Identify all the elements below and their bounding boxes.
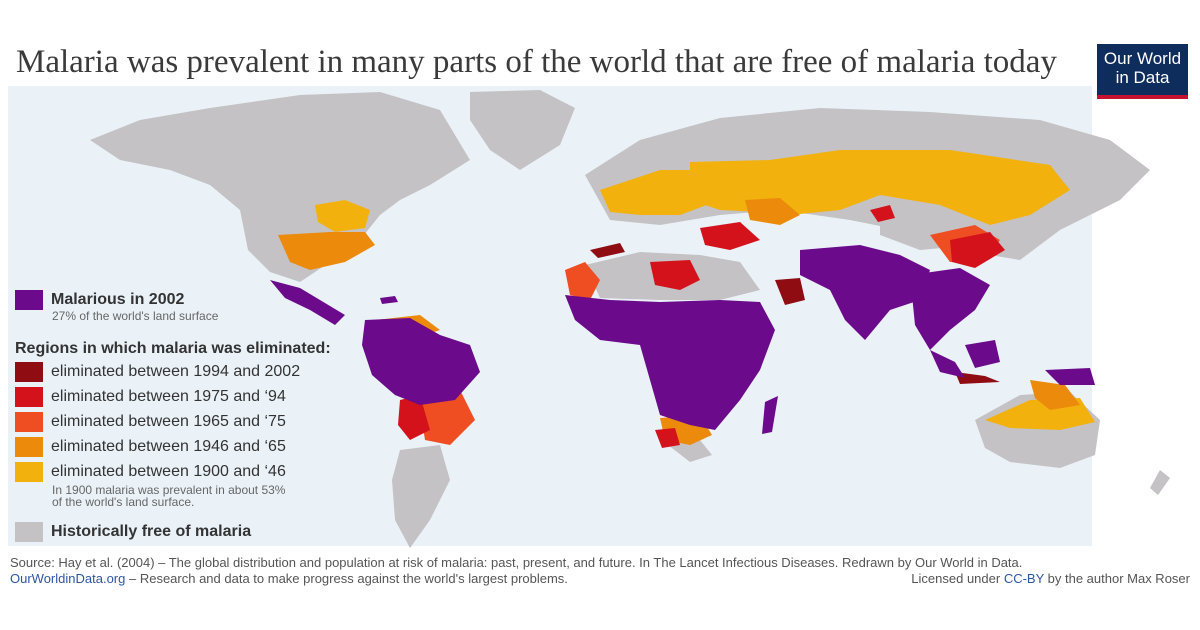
site-link[interactable]: OurWorldinData.org bbox=[10, 571, 126, 586]
southeast-asia-malarious bbox=[910, 268, 990, 350]
swatch-1994-2002 bbox=[15, 362, 43, 382]
chart-title: Malaria was prevalent in many parts of t… bbox=[16, 44, 1057, 80]
license-link[interactable]: CC-BY bbox=[1003, 571, 1045, 586]
legend-label-1994-2002: eliminated between 1994 and 2002 bbox=[51, 363, 301, 380]
legend-label-malarious: Malarious in 2002 bbox=[51, 291, 185, 308]
site-tagline: – Research and data to make progress aga… bbox=[125, 571, 568, 586]
swatch-free bbox=[15, 522, 43, 542]
owid-logo[interactable]: Our World in Data bbox=[1097, 44, 1188, 99]
swatch-1900-1946 bbox=[15, 462, 43, 482]
logo-line-1: Our World bbox=[1103, 49, 1182, 68]
legend-label-1975-1994: eliminated between 1975 and ‘94 bbox=[51, 388, 286, 405]
legend-heading-eliminated: Regions in which malaria was eliminated: bbox=[15, 340, 331, 357]
swatch-1965-1975 bbox=[15, 412, 43, 432]
legend-item-1946-1965: eliminated between 1946 and ‘65 bbox=[15, 437, 286, 457]
new-zealand-land bbox=[1150, 470, 1170, 495]
south-america-south-land bbox=[392, 445, 450, 548]
eliminated-1975-1994-regions bbox=[398, 205, 1005, 448]
legend-item-malarious: Malarious in 2002 bbox=[15, 290, 184, 310]
swatch-1975-1994 bbox=[15, 387, 43, 407]
sumatra-malarious bbox=[930, 350, 965, 378]
swatch-malarious bbox=[15, 290, 43, 310]
legend-item-free: Historically free of malaria bbox=[15, 522, 251, 542]
north-america-land bbox=[90, 92, 470, 282]
legend-note-line-2: of the world's land surface. bbox=[52, 495, 195, 509]
legend-sub-malarious: 27% of the world's land surface bbox=[52, 309, 219, 323]
legend-label-1946-1965: eliminated between 1946 and ‘65 bbox=[51, 438, 286, 455]
legend-item-1975-1994: eliminated between 1975 and ‘94 bbox=[15, 387, 286, 407]
malarious-2002-regions bbox=[270, 245, 1095, 434]
legend-label-1965-1975: eliminated between 1965 and ‘75 bbox=[51, 413, 286, 430]
license-prefix: Licensed under bbox=[911, 571, 1004, 586]
papua-malarious bbox=[1045, 368, 1095, 385]
legend-label-free: Historically free of malaria bbox=[51, 523, 252, 540]
footer-source: Source: Hay et al. (2004) – The global d… bbox=[10, 555, 1023, 570]
south-africa-land bbox=[668, 440, 712, 462]
south-asia-malarious bbox=[800, 245, 930, 340]
madagascar-malarious bbox=[762, 396, 778, 434]
hispaniola-malarious bbox=[380, 296, 398, 304]
footer-license: Licensed under CC-BY by the author Max R… bbox=[911, 571, 1190, 586]
south-america-malarious bbox=[362, 318, 480, 405]
license-suffix: by the author Max Roser bbox=[1044, 571, 1190, 586]
legend-label-1900-1946: eliminated between 1900 and ‘46 bbox=[51, 463, 286, 480]
legend-note-line-1: In 1900 malaria was prevalent in about 5… bbox=[52, 483, 286, 497]
legend-item-1994-2002: eliminated between 1994 and 2002 bbox=[15, 362, 300, 382]
footer-site: OurWorldinData.org – Research and data t… bbox=[10, 571, 568, 586]
swatch-1946-1965 bbox=[15, 437, 43, 457]
legend-item-1900-1946: eliminated between 1900 and ‘46 bbox=[15, 462, 286, 482]
central-america-malarious bbox=[270, 280, 345, 325]
africa-malarious bbox=[565, 295, 775, 430]
greenland-land bbox=[470, 90, 575, 170]
logo-line-2: in Data bbox=[1115, 68, 1170, 87]
legend-item-1965-1975: eliminated between 1965 and ‘75 bbox=[15, 412, 286, 432]
borneo-malarious bbox=[965, 340, 1000, 368]
